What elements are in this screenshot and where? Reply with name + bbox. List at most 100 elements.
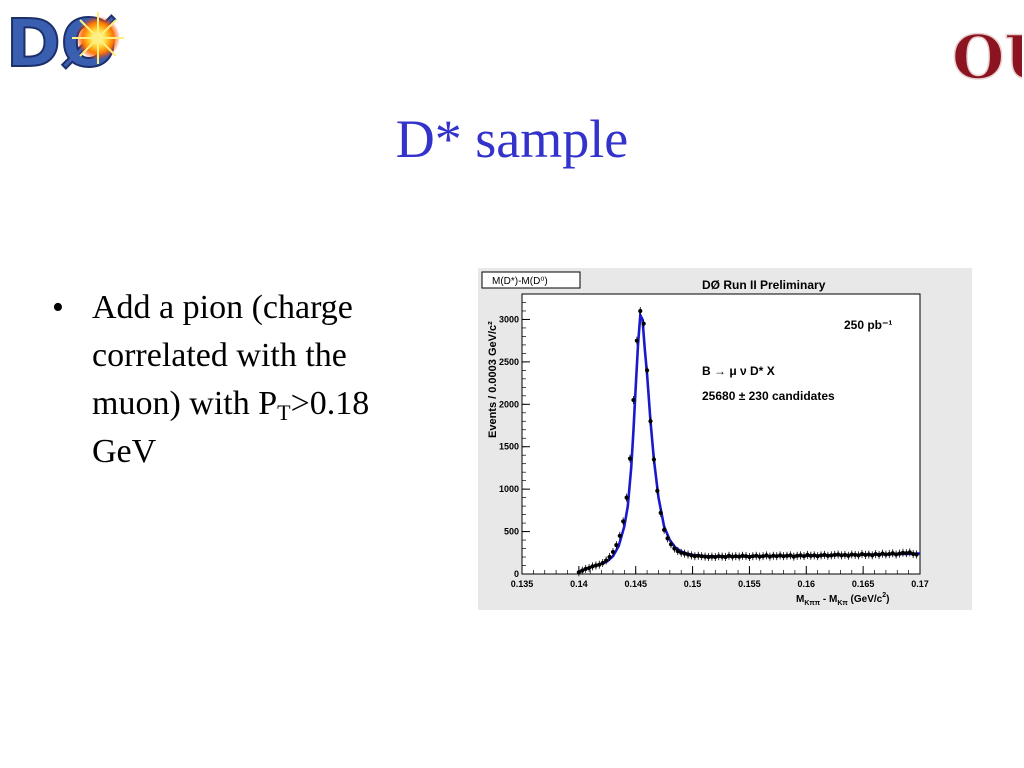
data-point [894, 552, 899, 557]
data-point [836, 552, 841, 557]
data-point [689, 553, 694, 558]
data-point [665, 536, 670, 541]
data-point [747, 554, 752, 560]
bullet-text: Add a pion (charge correlated with the m… [92, 284, 432, 476]
x-label-end: ) [886, 594, 889, 605]
data-point [610, 549, 616, 555]
data-point [621, 519, 626, 524]
x-tick-label: 0.135 [511, 579, 534, 589]
x-tick-label: 0.14 [570, 579, 588, 589]
y-axis-label: Events / 0.0003 GeV/c² [487, 321, 499, 438]
data-point [859, 551, 865, 557]
y-tick-label: 1000 [499, 484, 519, 494]
bullet-text-tail: >0.18 GeV [92, 385, 370, 470]
data-point [825, 553, 830, 558]
data-point [897, 551, 902, 556]
data-point [750, 554, 755, 559]
x-tick-label: 0.155 [738, 579, 761, 589]
data-point [856, 553, 861, 558]
x-label-unit: (GeV/c [848, 594, 883, 605]
data-point [672, 546, 677, 551]
y-tick-label: 3000 [499, 314, 519, 324]
data-point [696, 553, 701, 558]
data-point [644, 368, 650, 373]
bullet-subscript: T [277, 400, 291, 425]
data-point [740, 553, 745, 558]
data-point [679, 550, 684, 555]
y-tick-label: 2000 [499, 399, 519, 409]
data-point [692, 554, 697, 559]
data-point [808, 553, 813, 558]
data-point [600, 560, 605, 566]
data-point [904, 551, 909, 556]
data-point [795, 553, 800, 558]
data-point [593, 563, 599, 568]
y-tick-label: 0 [514, 569, 519, 579]
data-point [778, 553, 783, 558]
data-point [822, 552, 827, 558]
data-point [651, 457, 657, 462]
data-point [798, 553, 803, 558]
data-point [890, 551, 895, 556]
y-tick-label: 500 [504, 527, 519, 537]
x-label-sup: 2 [882, 592, 886, 599]
ou-university-logo-icon: OU [948, 4, 1024, 104]
data-point [685, 552, 691, 557]
data-point [590, 564, 595, 569]
data-point [743, 554, 749, 559]
x-label-sub1: Kππ [804, 600, 820, 607]
mass-difference-chart: M(D*)-M(D⁰) DØ Run II Preliminary 0.135 0… [478, 268, 972, 610]
data-point [907, 550, 912, 555]
candidates-label: 25680 ± 230 candidates [702, 389, 835, 403]
data-point [733, 554, 738, 559]
data-point [883, 552, 888, 557]
data-point [842, 552, 848, 558]
data-point [771, 553, 776, 558]
data-point [870, 553, 875, 558]
data-point [880, 551, 885, 556]
data-point [631, 397, 636, 403]
data-point [839, 553, 844, 558]
data-point [767, 554, 772, 559]
y-tick-label: 2500 [499, 357, 519, 367]
data-point [641, 321, 646, 326]
data-point [774, 554, 779, 559]
bullet-text-main: Add a pion (charge correlated with the m… [92, 289, 353, 422]
data-point [832, 552, 837, 558]
data-point [648, 419, 653, 424]
data-point [801, 554, 807, 559]
data-point [607, 554, 612, 560]
bullet-list: • Add a pion (charge correlated with the… [52, 284, 432, 476]
data-point [815, 554, 820, 559]
data-point [764, 553, 769, 558]
data-point [627, 456, 633, 461]
data-point [617, 533, 622, 538]
data-point [757, 554, 762, 559]
data-point [706, 554, 711, 560]
data-point [853, 552, 858, 558]
x-tick-label: 0.16 [798, 579, 816, 589]
data-point [876, 552, 882, 558]
x-label-m1: M [796, 594, 804, 605]
data-point [812, 553, 817, 558]
data-point [863, 552, 868, 558]
data-point [784, 553, 790, 558]
data-point [873, 551, 878, 557]
data-point [614, 543, 619, 548]
d0-experiment-logo-icon: DØ [2, 2, 142, 83]
data-point [726, 553, 732, 558]
data-point [900, 550, 906, 555]
data-point [576, 570, 581, 575]
decay-label: B → μ ν D* X [702, 364, 775, 378]
data-point [604, 558, 609, 563]
bullet-item: • Add a pion (charge correlated with the… [52, 284, 432, 476]
data-point [658, 510, 663, 516]
x-label-sub2: Kπ [837, 600, 848, 607]
data-point [716, 554, 721, 559]
data-point [709, 554, 715, 559]
data-point [675, 548, 680, 554]
data-point [720, 554, 725, 559]
x-label-mid: - M [820, 594, 837, 605]
plot-frame [521, 293, 921, 575]
data-point [911, 551, 916, 557]
